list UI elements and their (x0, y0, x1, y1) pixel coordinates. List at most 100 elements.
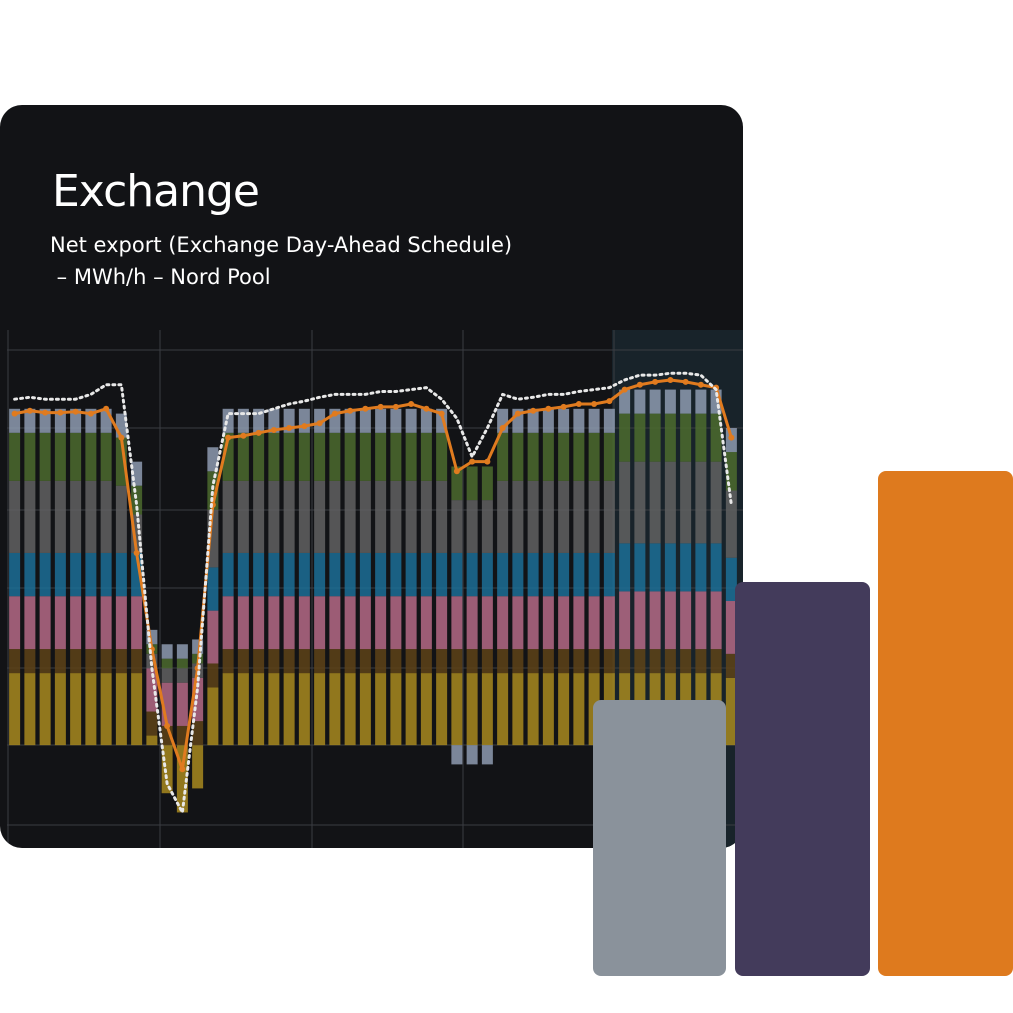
bar-segment (253, 432, 265, 481)
bar-segment (497, 673, 509, 746)
bar-segment (298, 408, 310, 433)
bar-segment (100, 596, 112, 650)
bar-segment (39, 649, 51, 674)
bar-segment (237, 649, 249, 674)
bar-segment (344, 673, 356, 746)
bar-segment (70, 649, 82, 674)
bar-segment (680, 389, 692, 414)
line-point (362, 405, 369, 412)
bar-segment (207, 471, 219, 510)
bar-segment (436, 673, 448, 746)
bar-segment (222, 480, 234, 553)
line-point (652, 378, 659, 385)
bar-segment (420, 552, 432, 597)
chart-title: Exchange (52, 166, 259, 217)
bar-segment (344, 480, 356, 553)
bar-segment (207, 567, 219, 611)
bar-segment (375, 480, 387, 553)
bar-segment (115, 485, 127, 553)
bar-segment (54, 673, 66, 746)
line-point (57, 409, 64, 416)
bar-segment (85, 408, 97, 433)
bar-segment (695, 461, 707, 544)
bar-segment (497, 432, 509, 481)
line-point (667, 376, 674, 383)
bar-segment (161, 725, 173, 746)
bar-segment (634, 389, 646, 414)
bar-segment (39, 432, 51, 481)
bar-segment (573, 408, 585, 433)
bar-segment (344, 649, 356, 674)
bar-segment (573, 480, 585, 553)
bar-segment (268, 552, 280, 597)
bar-segment (466, 552, 478, 597)
dotted-line (13, 371, 733, 814)
decor-bar (878, 471, 1013, 976)
bar-segment (405, 480, 417, 553)
bar-segment (192, 721, 204, 746)
bar-segment (451, 466, 463, 501)
bar-segment (146, 653, 158, 669)
line-point (87, 410, 94, 417)
bar-segment (344, 432, 356, 481)
bar-segment (359, 480, 371, 553)
bar-segment (375, 408, 387, 433)
bar-segment (542, 649, 554, 674)
bar-segment (619, 389, 631, 414)
bar-segment (649, 389, 661, 414)
bar-segment (39, 552, 51, 597)
bar-segment (359, 408, 371, 433)
bar-segment (497, 480, 509, 553)
bar-segment (24, 480, 36, 553)
bar-segment (603, 649, 615, 674)
bar-segment (222, 408, 234, 433)
bar-segment (405, 596, 417, 650)
bar-segment (634, 413, 646, 462)
bar-segment (619, 591, 631, 650)
bar-segment (176, 658, 188, 669)
bar-segment (237, 480, 249, 553)
bar-segment (725, 601, 737, 654)
bar-segment (54, 649, 66, 674)
bar-segment (9, 480, 21, 553)
line-point (42, 409, 49, 416)
bar-segment (39, 408, 51, 433)
bar-segment (161, 745, 173, 794)
bar-segment (451, 552, 463, 597)
bar-segment (9, 432, 21, 481)
bar-segment (634, 461, 646, 544)
bar-segment (542, 480, 554, 553)
bar-segment (237, 408, 249, 433)
bar-segment (420, 596, 432, 650)
bar-segment (375, 552, 387, 597)
bar-segment (131, 461, 143, 486)
bar-segment (100, 673, 112, 746)
bar-segment (558, 596, 570, 650)
bar-segment (146, 629, 158, 645)
bar-segment (146, 668, 158, 712)
bar-segment (603, 552, 615, 597)
bar-segment (298, 673, 310, 746)
bar-segment (9, 596, 21, 650)
bar-segment (558, 480, 570, 553)
bar-segment (588, 480, 600, 553)
bar-segment (634, 543, 646, 592)
plot (9, 371, 737, 814)
bar-segment (298, 649, 310, 674)
bar-segment (603, 480, 615, 553)
bar-segment (176, 668, 188, 683)
bar-segment (451, 596, 463, 650)
bar-segment (725, 557, 737, 602)
bar-segment (573, 673, 585, 746)
bar-segment (436, 480, 448, 553)
bar-segment (207, 687, 219, 746)
bar-segment (283, 649, 295, 674)
bar-segment (695, 413, 707, 462)
bar-segment (420, 408, 432, 433)
bar-segment (192, 639, 204, 654)
bar-segment (390, 432, 402, 481)
bar-segment (329, 480, 341, 553)
bar-segment (527, 649, 539, 674)
